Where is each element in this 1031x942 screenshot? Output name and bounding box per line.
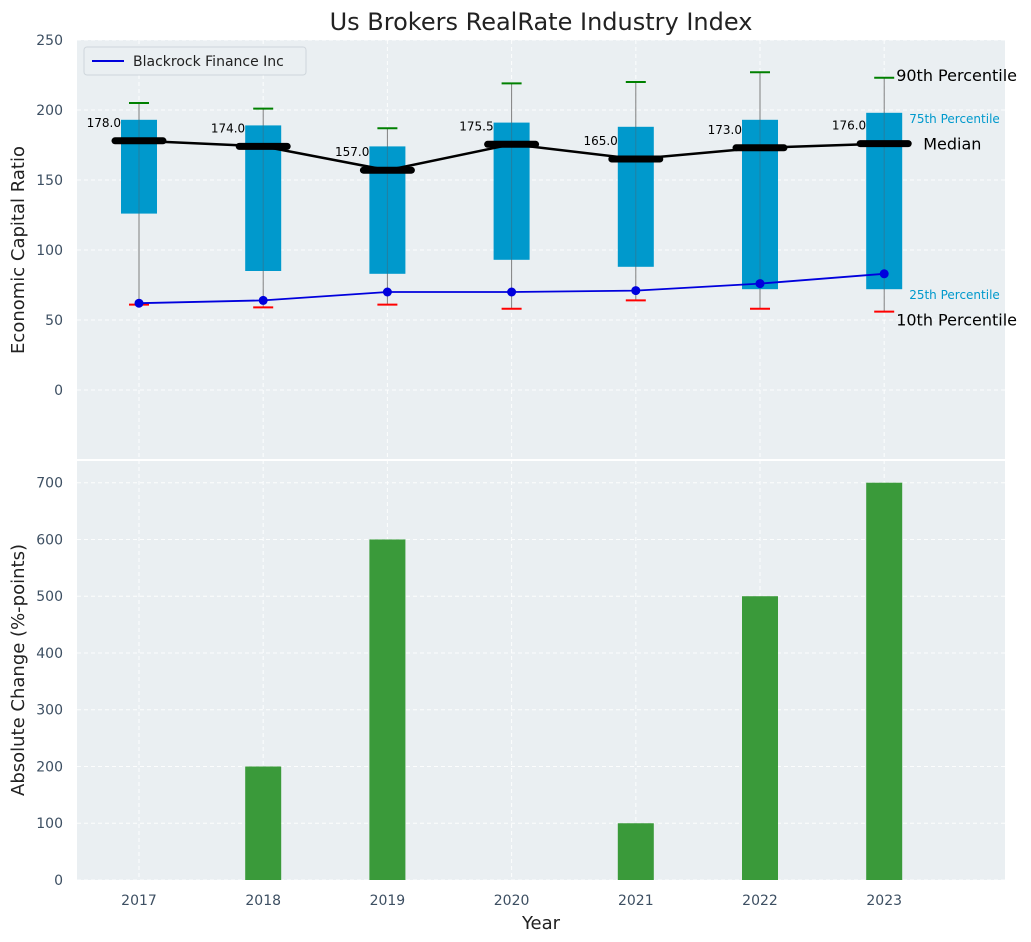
- annotation-10th-percentile: 10th Percentile: [896, 311, 1017, 330]
- annotation-90th-percentile: 90th Percentile: [896, 66, 1017, 85]
- median-value-label-2022: 173.0: [708, 123, 742, 137]
- lines-layer: [111, 137, 912, 308]
- x-tick-label-2022: 2022: [742, 893, 778, 909]
- top-y-tick-label: 250: [36, 33, 63, 49]
- x-tick-label-2017: 2017: [121, 893, 157, 909]
- bottom-y-ticks: 0 100 200 300 400 500 600 700: [36, 476, 63, 889]
- bottom-y-tick-label: 100: [36, 816, 63, 832]
- top-y-tick-label: 50: [45, 313, 63, 329]
- top-y-axis-label: Economic Capital Ratio: [8, 146, 29, 354]
- median-value-label-2017: 178.0: [87, 116, 121, 130]
- chart-title: Us Brokers RealRate Industry Index: [330, 8, 753, 36]
- bottom-y-tick-label: 500: [36, 589, 63, 605]
- bars-layer: [245, 482, 903, 880]
- bottom-y-tick-label: 300: [36, 703, 63, 719]
- annotation-75th-percentile: 75th Percentile: [909, 112, 1000, 126]
- top-y-tick-label: 0: [54, 383, 63, 399]
- annotation-25th-percentile: 25th Percentile: [909, 288, 1000, 302]
- series-point-2017: [134, 298, 144, 308]
- series-point-2023: [879, 269, 889, 279]
- top-y-tick-label: 100: [36, 243, 63, 259]
- x-axis-label: Year: [521, 913, 561, 934]
- series-point-2019: [382, 287, 392, 297]
- series-point-2018: [258, 295, 268, 305]
- legend-entry-blackrock: Blackrock Finance Inc: [133, 54, 284, 70]
- legend-box: [83, 46, 307, 76]
- bottom-y-tick-label: 0: [54, 873, 63, 889]
- bottom-y-tick-label: 400: [36, 646, 63, 662]
- median-value-label-2018: 174.0: [211, 121, 245, 135]
- median-value-label-2023: 176.0: [832, 119, 866, 133]
- bottom-y-tick-label: 600: [36, 532, 63, 548]
- median-value-label-2021: 165.0: [583, 134, 617, 148]
- top-y-ticks: 0 50 100 150 200 250: [36, 33, 63, 399]
- x-tick-label-2020: 2020: [494, 893, 530, 909]
- legend: Blackrock Finance Inc: [83, 46, 307, 76]
- bar-2022: [742, 596, 778, 880]
- x-tick-label-2019: 2019: [370, 893, 406, 909]
- bar-2019: [369, 539, 406, 880]
- annotations-layer: 178.0 174.0 157.0 175.5 165.0 173.0 176.0 90th …: [87, 66, 1017, 330]
- median-value-label-2019: 157.0: [335, 145, 369, 159]
- x-tick-label-2023: 2023: [866, 893, 902, 909]
- bottom-y-tick-label: 200: [36, 759, 63, 775]
- median-value-label-2020: 175.5: [459, 119, 493, 133]
- series-point-2021: [631, 286, 641, 296]
- series-point-2022: [755, 279, 765, 289]
- top-y-tick-label: 150: [36, 173, 63, 189]
- x-ticks: 2017 2018 2019 2020 2021 2022 2023: [121, 893, 902, 909]
- bar-2021: [617, 823, 654, 880]
- bottom-plot-area: [77, 460, 1005, 880]
- annotation-median: Median: [923, 135, 981, 154]
- series-point-2020: [507, 287, 517, 297]
- bottom-y-axis-label: Absolute Change (%-points): [8, 544, 29, 796]
- bar-2018: [245, 766, 282, 880]
- x-tick-label-2018: 2018: [245, 893, 281, 909]
- x-tick-label-2021: 2021: [618, 893, 654, 909]
- bar-2023: [866, 482, 903, 880]
- top-y-tick-label: 200: [36, 103, 63, 119]
- bottom-y-tick-label: 700: [36, 476, 63, 492]
